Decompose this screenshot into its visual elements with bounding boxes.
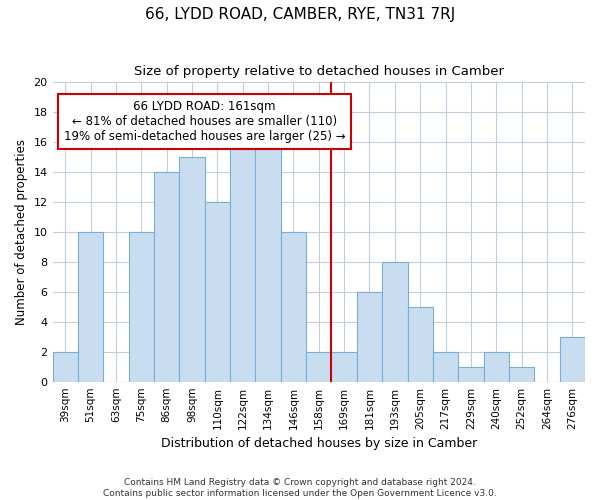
Bar xyxy=(53,352,78,382)
Bar xyxy=(407,306,433,382)
Bar xyxy=(306,352,331,382)
Bar xyxy=(179,157,205,382)
Text: Contains HM Land Registry data © Crown copyright and database right 2024.
Contai: Contains HM Land Registry data © Crown c… xyxy=(103,478,497,498)
Bar xyxy=(509,366,534,382)
Bar xyxy=(382,262,407,382)
Bar xyxy=(357,292,382,382)
Title: Size of property relative to detached houses in Camber: Size of property relative to detached ho… xyxy=(134,65,504,78)
Bar xyxy=(230,142,256,382)
Text: 66 LYDD ROAD: 161sqm
← 81% of detached houses are smaller (110)
19% of semi-deta: 66 LYDD ROAD: 161sqm ← 81% of detached h… xyxy=(64,100,346,143)
Bar xyxy=(281,232,306,382)
Bar xyxy=(560,336,585,382)
X-axis label: Distribution of detached houses by size in Camber: Distribution of detached houses by size … xyxy=(161,437,477,450)
Bar xyxy=(458,366,484,382)
Bar xyxy=(128,232,154,382)
Bar xyxy=(484,352,509,382)
Y-axis label: Number of detached properties: Number of detached properties xyxy=(15,139,28,325)
Bar xyxy=(205,202,230,382)
Text: 66, LYDD ROAD, CAMBER, RYE, TN31 7RJ: 66, LYDD ROAD, CAMBER, RYE, TN31 7RJ xyxy=(145,8,455,22)
Bar xyxy=(433,352,458,382)
Bar xyxy=(78,232,103,382)
Bar xyxy=(256,127,281,382)
Bar xyxy=(331,352,357,382)
Bar xyxy=(154,172,179,382)
